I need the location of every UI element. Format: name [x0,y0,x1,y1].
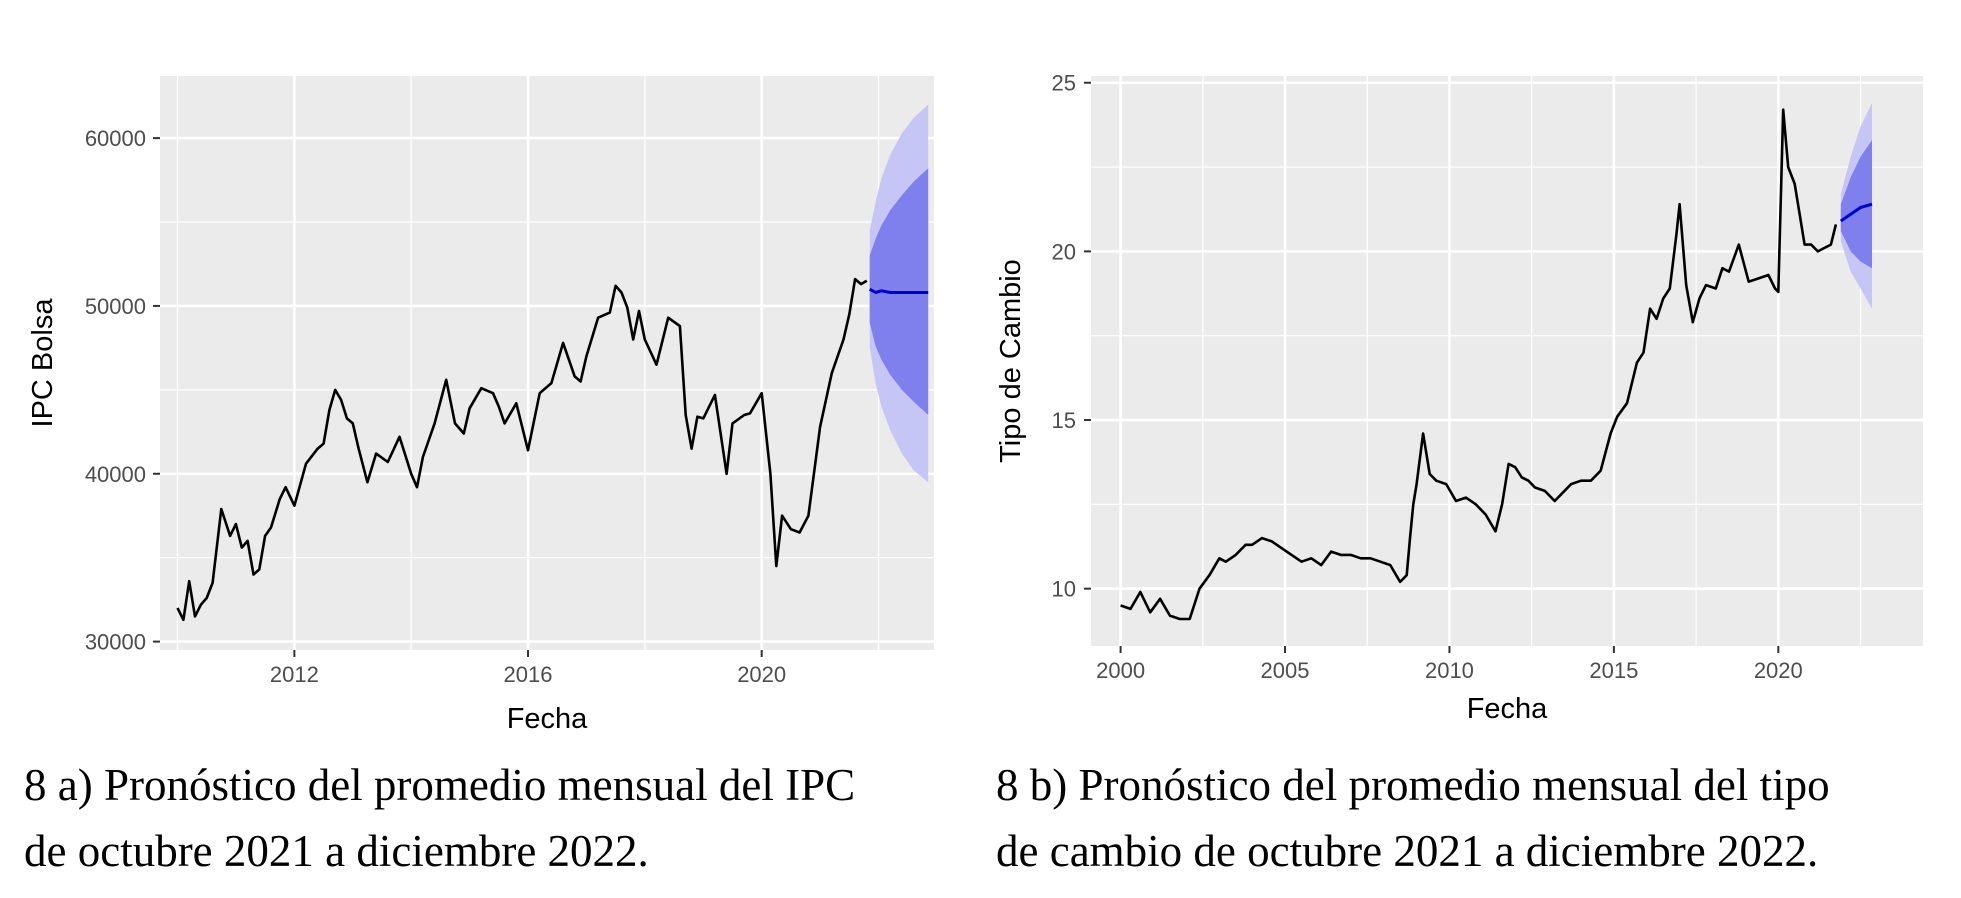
y-tick-label: 50000 [85,294,146,319]
x-tick-label: 2012 [270,662,319,687]
x-tick-label: 2010 [1425,658,1474,683]
forecast-series-line [868,287,929,294]
y-axis-title: IPC Bolsa [27,298,59,428]
x-tick-label: 2000 [1096,658,1145,683]
y-tick-label: 10 [1052,577,1076,602]
observed-series-line [176,277,868,622]
plot-panel [160,76,934,650]
y-axis-title: Tipo de Cambio [995,259,1027,463]
x-tick-label: 2020 [737,662,786,687]
y-tick-label: 20 [1052,239,1076,264]
x-tick-label: 2020 [1754,658,1803,683]
forecast-series-line [1839,202,1873,223]
ipc-chart: 2012 2016 2020 30000 40000 50000 60000 Fecha IPC… [27,76,934,735]
y-tick-label: 30000 [85,630,146,655]
x-tick-label: 2005 [1261,658,1310,683]
caption-ipc-forecast: 8 a) Pronóstico del promedio mensual del… [24,760,856,876]
y-tick-label: 60000 [85,126,146,151]
exchange-rate-chart: 2000 2005 2010 2015 2020 10 15 20 25 Fecha Tipo de… [995,71,1923,725]
x-axis-title: Fecha [1467,693,1548,725]
y-tick-label: 15 [1052,408,1076,433]
x-axis-title: Fecha [507,703,588,735]
plot-panel [1091,76,1923,646]
y-tick-label: 40000 [85,462,146,487]
x-tick-label: 2016 [504,662,553,687]
forecast-interval-80 [1840,140,1872,269]
observed-series-line [1120,108,1838,621]
caption-exchange-rate-forecast: 8 b) Pronóstico del promedio mensual del… [996,760,1830,876]
y-tick-label: 25 [1052,71,1076,96]
x-tick-label: 2015 [1589,658,1638,683]
